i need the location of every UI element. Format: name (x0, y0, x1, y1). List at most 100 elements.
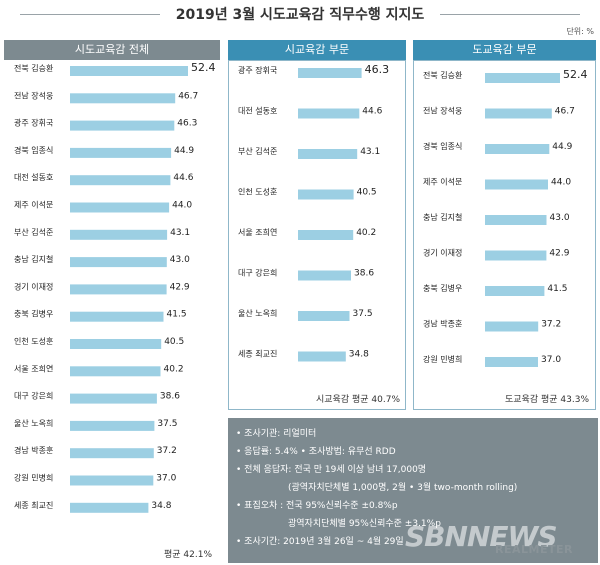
category-label: 충남 김지철 (14, 254, 53, 264)
value-label: 43.0 (170, 255, 190, 265)
value-label: 44.9 (552, 142, 572, 152)
bar (485, 215, 547, 225)
value-label: 34.8 (349, 350, 369, 360)
bar (70, 393, 157, 404)
value-label: 43.0 (550, 213, 570, 223)
value-label: 40.2 (164, 364, 184, 374)
category-label: 전남 장석웅 (423, 106, 462, 116)
bar (298, 189, 354, 200)
bar (485, 73, 560, 83)
bar (485, 179, 548, 190)
category-label: 전북 김승환 (423, 70, 463, 80)
category-label: 대전 설동호 (238, 106, 277, 116)
bar (485, 357, 538, 367)
value-label: 46.3 (365, 63, 390, 76)
watermark-realmeter: REALMETER (495, 543, 573, 556)
value-label: 41.5 (167, 310, 187, 320)
note-line: 광역자치단체별 95%신뢰수준 ±3.1%p (288, 519, 441, 529)
value-label: 43.1 (170, 228, 190, 238)
value-label: 37.5 (157, 419, 177, 429)
category-label: 강원 민병희 (423, 354, 462, 364)
bar (298, 149, 358, 159)
bar (298, 351, 346, 362)
category-label: 경남 박종훈 (14, 445, 53, 455)
bar (70, 284, 167, 295)
category-label: 세종 최교진 (238, 349, 277, 359)
bar (70, 229, 168, 240)
survey-notes: • 조사기관: 리얼미터 • 응답률: 5.4% • 조사방법: 유무선 RDD… (228, 418, 598, 563)
panel-city: 시교육감 부문 광주 장휘국 46.3 대전 설동호 44.6 부산 김석준 43.1 인천… (228, 40, 406, 410)
value-label: 52.4 (563, 68, 588, 81)
category-label: 경기 이재정 (423, 248, 462, 258)
category-label: 경남 박종훈 (423, 319, 462, 329)
bar (485, 144, 550, 154)
value-label: 38.6 (160, 392, 180, 402)
bar (70, 475, 154, 486)
category-label: 세종 최교진 (14, 500, 53, 510)
category-label: 전북 김승환 (14, 63, 54, 73)
bar (298, 68, 362, 78)
value-label: 37.0 (541, 355, 561, 365)
value-label: 38.6 (354, 269, 374, 279)
category-label: 부산 김석준 (14, 227, 53, 237)
value-label: 40.5 (357, 188, 377, 198)
value-label: 44.0 (172, 201, 192, 211)
bar (70, 257, 167, 268)
panel-total-bars: 전북 김승환 52.4 전남 장석웅 46.7 광주 장휘국 46.3 경북 임종식 44.9… (14, 61, 216, 513)
value-label: 46.7 (178, 91, 198, 101)
note-line: • 표집오차 : 전국 95%신뢰수준 ±0.8%p (236, 501, 398, 511)
panel-city-header: 시교육감 부문 (228, 40, 406, 60)
bar (70, 366, 161, 377)
category-label: 광주 장휘국 (14, 118, 53, 128)
value-label: 46.7 (555, 107, 575, 117)
bar (70, 420, 155, 431)
category-label: 울산 노옥희 (14, 418, 53, 428)
category-label: 대구 강은희 (238, 268, 277, 278)
panel-total: 시도교육감 전체 전북 김승환 52.4 전남 장석웅 46.7 광주 장휘국 46.3 경… (4, 40, 220, 565)
category-label: 충북 김병우 (423, 283, 462, 293)
unit-label: 단위: % (566, 27, 594, 36)
category-label: 충남 김지철 (423, 212, 462, 222)
category-label: 경기 이재정 (14, 281, 53, 291)
panel-total-header: 시도교육감 전체 (4, 40, 220, 60)
value-label: 40.5 (164, 337, 184, 347)
category-label: 인천 도성훈 (238, 187, 277, 197)
bar (70, 202, 170, 213)
panel-province: 도교육감 부문 전북 김승환 52.4 전남 장석웅 46.7 경북 임종식 44.9 제주… (413, 40, 596, 410)
note-line: • 응답률: 5.4% • 조사방법: 유무선 RDD (236, 447, 396, 457)
category-label: 서울 조희연 (238, 227, 277, 237)
bar (70, 339, 162, 349)
category-label: 전남 장석웅 (14, 90, 53, 100)
value-label: 37.2 (541, 320, 561, 330)
chart-title: 2019년 3월 시도교육감 직무수행 지지도 (175, 7, 425, 23)
category-label: 울산 노옥희 (238, 308, 277, 318)
bar (485, 286, 545, 296)
category-label: 경북 임종식 (423, 141, 462, 151)
value-label: 41.5 (547, 284, 567, 294)
category-label: 서울 조희연 (14, 363, 53, 373)
bar (298, 230, 354, 240)
bar (70, 311, 164, 322)
panel-city-bars: 광주 장휘국 46.3 대전 설동호 44.6 부산 김석준 43.1 인천 도성훈 40.5… (238, 63, 390, 362)
panel-province-average: 도교육감 평균 43.3% (505, 395, 589, 405)
title-rule-right (440, 14, 580, 15)
value-label: 44.6 (173, 173, 193, 183)
bar (70, 502, 149, 513)
value-label: 44.6 (362, 107, 382, 117)
bar (70, 175, 171, 186)
value-label: 46.3 (177, 119, 197, 129)
category-label: 제주 이석문 (423, 177, 462, 187)
value-label: 37.5 (353, 309, 373, 319)
value-label: 42.9 (170, 282, 190, 292)
category-label: 부산 김석준 (238, 146, 277, 156)
category-label: 인천 도성훈 (14, 336, 53, 346)
value-label: 44.9 (174, 146, 194, 156)
value-label: 43.1 (360, 147, 380, 157)
value-label: 40.2 (356, 228, 376, 238)
category-label: 강원 민병희 (14, 473, 53, 483)
panel-province-header: 도교육감 부문 (413, 40, 596, 60)
bar (70, 66, 188, 76)
category-label: 제주 이석문 (14, 200, 53, 210)
bar (70, 448, 154, 459)
watermark-sbnnews: SBNNEWS (405, 520, 558, 553)
